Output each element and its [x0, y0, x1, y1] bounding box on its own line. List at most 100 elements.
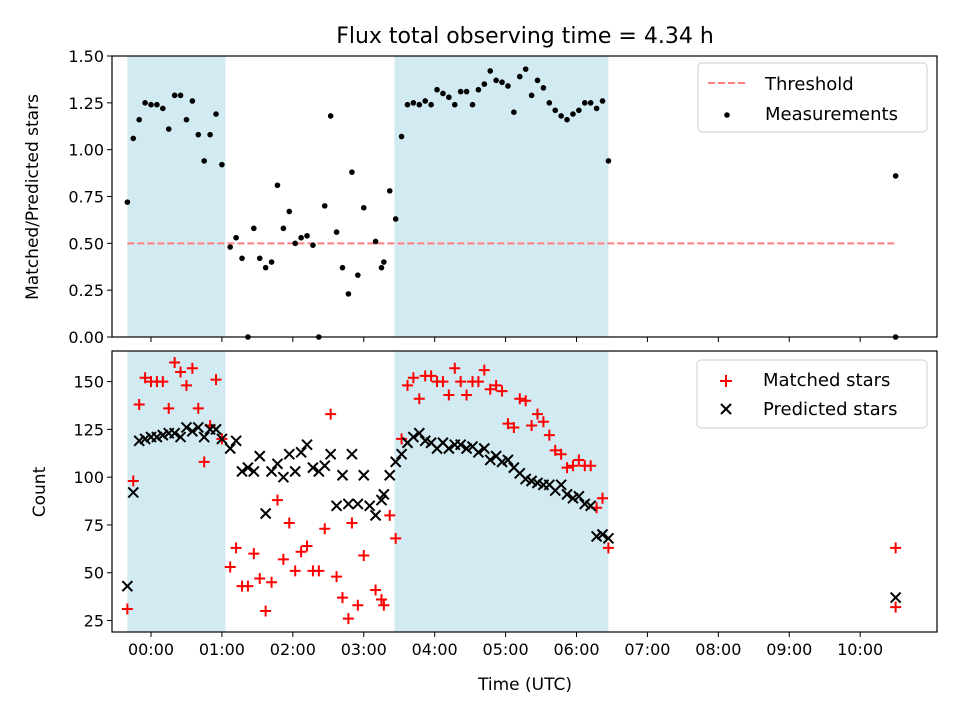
measurement-point [378, 264, 385, 271]
shaded-interval [127, 56, 226, 337]
predicted-star-point [378, 488, 390, 501]
matched-star-point [331, 571, 343, 583]
x-tick-label: 03:00 [341, 640, 387, 659]
predicted-star-point [336, 469, 349, 481]
matched-star-point [390, 532, 402, 544]
y-tick-label: 0.00 [68, 328, 104, 347]
matched-star-point [478, 364, 490, 376]
matched-star-point [449, 362, 461, 374]
measurement-point [398, 133, 405, 140]
predicted-star-point [369, 509, 382, 522]
bottom-ylabel: Count [30, 466, 50, 517]
measurement-point [499, 79, 505, 86]
matched-star-point [543, 429, 555, 441]
predicted-star-point [472, 446, 485, 459]
y-tick-label: 100 [73, 468, 104, 487]
matched-star-point [336, 592, 348, 604]
legend-matched-swatch [720, 375, 732, 387]
predicted-star-point [358, 469, 370, 481]
figure-title: Flux total observing time = 4.34 h [336, 24, 714, 49]
predicted-star-point [277, 471, 290, 483]
predicted-star-point [502, 454, 514, 466]
matched-star-point [549, 444, 561, 456]
matched-star-point [490, 379, 502, 391]
matched-star-point [289, 565, 301, 577]
y-tick-label: 0.50 [68, 234, 104, 253]
matched-star-point [502, 418, 514, 430]
measurement-point [327, 113, 334, 119]
matched-star-point [585, 460, 597, 472]
measurement-point [280, 225, 287, 232]
matched-star-point [192, 402, 204, 414]
top-panel-frame [111, 55, 938, 338]
matched-star-point [325, 408, 337, 420]
matched-star-point [121, 603, 133, 615]
y-tick-label: 1.25 [68, 94, 104, 113]
measurement-point [505, 83, 511, 89]
measurement-point [392, 216, 399, 222]
matched-star-point [496, 385, 508, 397]
predicted-star-point [346, 448, 358, 460]
matched-star-point [413, 393, 425, 405]
measurement-point [587, 100, 594, 106]
measurement-point [463, 88, 470, 95]
measurement-point [475, 86, 482, 93]
predicted-star-point [330, 500, 343, 512]
predicted-star-point [121, 580, 134, 592]
measurement-point [446, 94, 452, 101]
measurement-point [372, 238, 379, 245]
predicted-star-point [384, 469, 396, 481]
matched-star-point [210, 374, 222, 386]
predicted-star-point [174, 431, 187, 443]
predicted-star-point [352, 498, 364, 510]
predicted-star-point [168, 427, 181, 439]
x-tick-label: 02:00 [270, 640, 316, 659]
measurement-point [160, 105, 166, 112]
measurement-point [339, 264, 346, 271]
predicted-star-point [192, 421, 204, 434]
bottom-legend-box [696, 359, 928, 429]
measurement-point [605, 158, 612, 164]
measurement-point [558, 113, 564, 119]
matched-star-point [163, 402, 175, 414]
measurement-point [540, 85, 547, 91]
legend-matched-label: Matched stars [763, 370, 890, 391]
bottom-panel: 25 50 75 100 125 150 00:00 01:00 02:00 03:00 04:0… [30, 350, 938, 695]
predicted-star-point [602, 532, 615, 545]
measurement-point [177, 92, 184, 99]
measurement-point [171, 92, 178, 99]
matched-star-point [508, 421, 520, 433]
measurement-point [124, 199, 131, 205]
x-tick-label: 10:00 [837, 640, 883, 659]
measurement-point [195, 131, 202, 138]
matched-star-point [514, 393, 526, 405]
predicted-star-point [889, 591, 902, 604]
predicted-star-point [389, 456, 402, 468]
predicted-star-point [375, 494, 388, 506]
x-tick-label: 07:00 [624, 640, 670, 659]
predicted-star-point [230, 435, 242, 447]
measurement-point [381, 259, 387, 265]
measurement-point [239, 255, 245, 262]
measurement-point [310, 242, 316, 249]
measurement-point [130, 135, 137, 142]
legend-predicted-label: Predicted stars [763, 399, 897, 420]
matched-star-point [295, 546, 307, 558]
matched-star-point [283, 517, 295, 529]
matched-star-point [384, 509, 396, 521]
measurement-point [148, 101, 154, 108]
matched-star-point [180, 379, 192, 391]
measurement-point [262, 264, 269, 271]
predicted-star-point [413, 427, 426, 439]
x-tick-label: 06:00 [553, 640, 599, 659]
measurement-point [189, 98, 196, 104]
measurement-point [599, 98, 606, 104]
shaded-interval [127, 351, 226, 632]
matched-star-point [175, 366, 187, 378]
measurement-point [434, 86, 440, 93]
predicted-star-point [265, 465, 278, 478]
measurement-point [576, 107, 582, 114]
legend-threshold-label: Threshold [764, 74, 854, 95]
y-tick-label: 125 [73, 420, 104, 439]
y-tick-label: 50 [84, 564, 104, 583]
